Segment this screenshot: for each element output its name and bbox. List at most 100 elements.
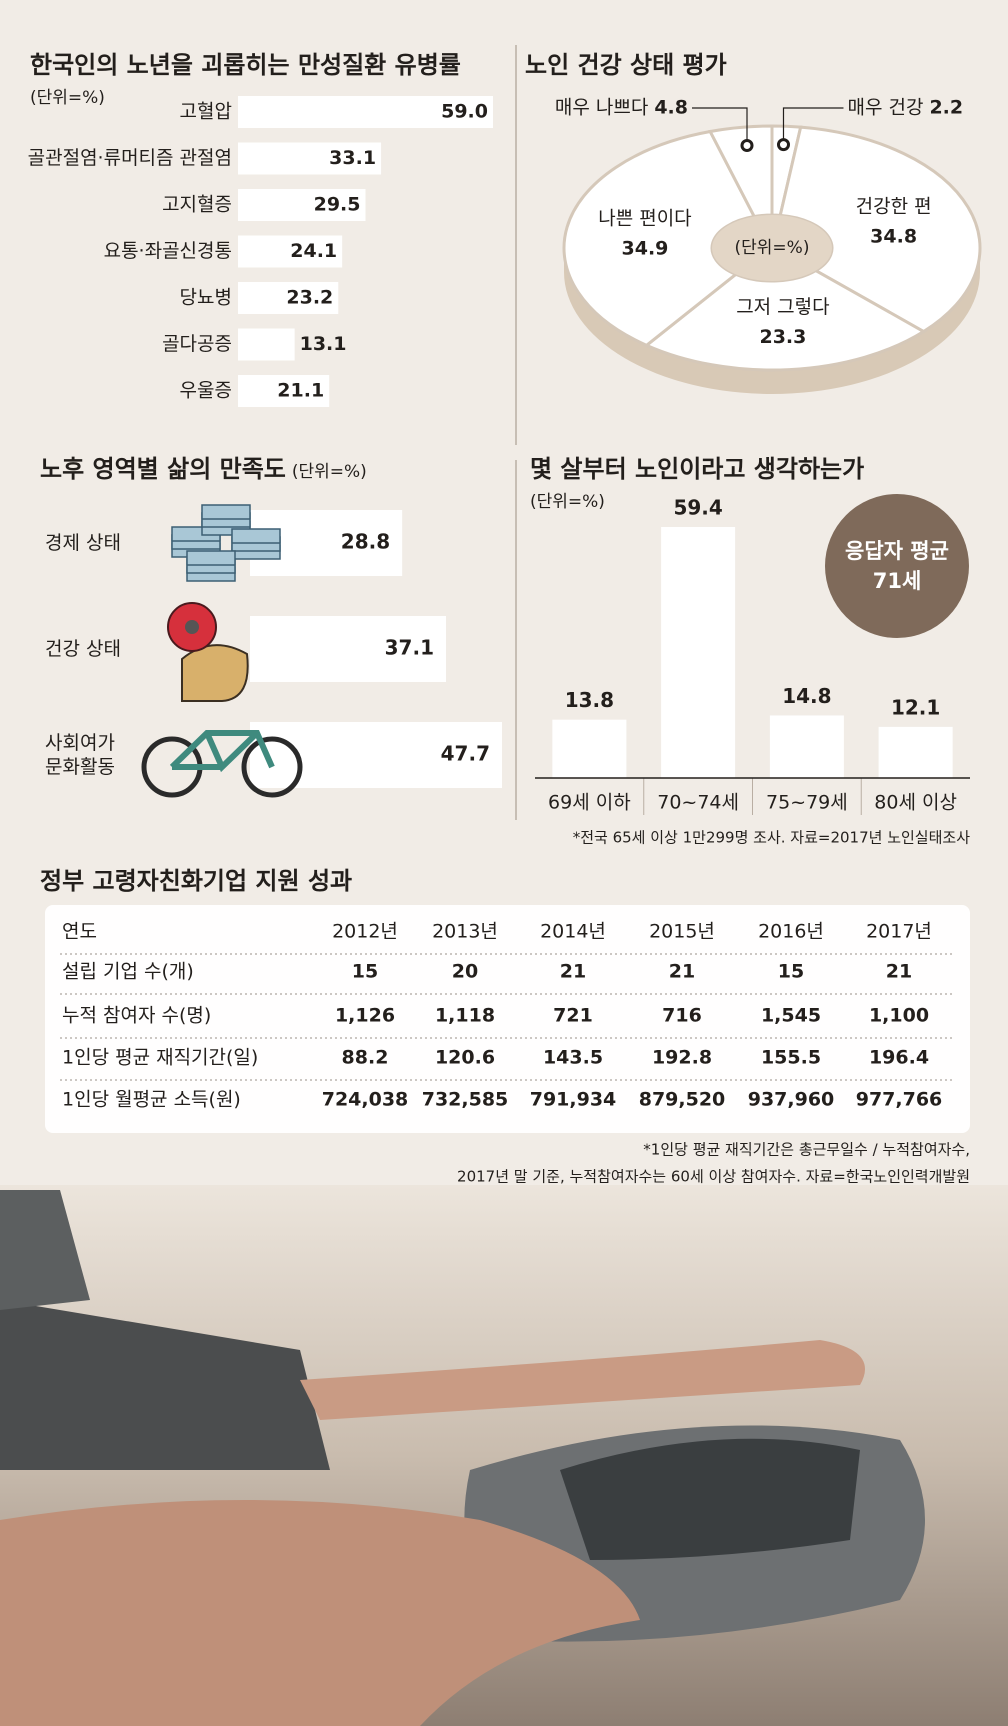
chart-title: 노인 건강 상태 평가: [525, 51, 727, 79]
slice-label: 나쁜 편이다: [598, 207, 691, 229]
value-label: 12.1: [891, 695, 940, 719]
bar: [238, 328, 295, 361]
value-label: 13.1: [300, 333, 347, 355]
table-cell: 누적 참여자 수(명): [62, 1005, 211, 1027]
table-cell: 120.6: [435, 1047, 495, 1069]
category-label: 골다공증: [162, 333, 232, 355]
bar: [769, 715, 844, 778]
table-cell: 1,100: [869, 1005, 929, 1027]
table-cell: 21: [560, 961, 586, 983]
category-label: 고혈압: [180, 101, 232, 123]
leader-dot: [776, 138, 790, 152]
table-note: 2017년 말 기준, 누적참여자수는 60세 이상 참여자수. 자료=한국노인…: [457, 1168, 970, 1186]
value-label: 13.8: [565, 688, 614, 712]
table-cell: 155.5: [761, 1047, 821, 1069]
table-cell: 15: [352, 961, 378, 983]
value-label: 24.1: [290, 240, 337, 262]
table-cell: 1인당 월평균 소득(원): [62, 1089, 241, 1111]
wheel: [241, 736, 303, 798]
leader-dot: [740, 139, 754, 153]
value-label: 14.8: [782, 684, 831, 708]
money: [201, 504, 251, 520]
value-label: 28.8: [341, 530, 390, 554]
table-cell: 1인당 평균 재직기간(일): [62, 1047, 258, 1069]
table-cell: 791,934: [530, 1089, 617, 1111]
unit: (단위=%): [530, 492, 605, 512]
bar: [238, 96, 493, 128]
frame: [169, 730, 275, 773]
source-note: *전국 65세 이상 1만299명 조사. 자료=2017년 노인실태조사: [573, 829, 970, 847]
value-label: 59.0: [441, 101, 488, 123]
table-header: 2012년: [332, 921, 398, 943]
table-cell: 21: [669, 961, 695, 983]
bar: [238, 375, 330, 407]
bar: [238, 235, 343, 268]
value-label: 37.1: [385, 636, 434, 660]
category-label: 고지혈증: [162, 194, 232, 216]
table-title: 정부 고령자친화기업 지원 성과: [40, 867, 352, 895]
bar: [238, 282, 339, 314]
table-header: 2013년: [432, 921, 498, 943]
category-label: 골관절염·류머티즘 관절염: [28, 147, 232, 169]
slice-value: 23.3: [759, 326, 806, 348]
category-label: 우울증: [180, 380, 232, 402]
table-header: 연도: [62, 921, 97, 943]
leader-line: [692, 107, 748, 152]
annotation-circle: [825, 494, 969, 638]
x-tick-label: 75~79세: [766, 792, 848, 814]
table-box: [45, 905, 970, 1133]
disc-center: [185, 620, 199, 634]
slice-value: 34.8: [870, 225, 917, 247]
value-label: 29.5: [314, 194, 361, 216]
table-header: 2015년: [649, 921, 715, 943]
table-header: 2014년: [540, 921, 606, 943]
value-label: 47.7: [441, 742, 490, 766]
table-cell: 1,545: [761, 1005, 821, 1027]
annotation: 71세: [873, 569, 922, 593]
table-header: 2017년: [866, 921, 932, 943]
table-cell: 721: [553, 1005, 593, 1027]
table-cell: 716: [662, 1005, 702, 1027]
table-header: 2016년: [758, 921, 824, 943]
arm: [181, 644, 249, 702]
slice-value: 2.2: [929, 97, 963, 119]
leader-line: [782, 107, 844, 151]
table-cell: 724,038: [322, 1089, 409, 1111]
money: [231, 528, 281, 544]
bar: [238, 142, 382, 175]
x-tick-label: 80세 이상: [874, 792, 957, 814]
table-cell: 88.2: [342, 1047, 389, 1069]
table-cell: 1,118: [435, 1005, 495, 1027]
x-tick-label: 70~74세: [657, 792, 739, 814]
value-label: 23.2: [286, 287, 333, 309]
bar: [552, 719, 627, 778]
table-note: *1인당 평균 재직기간은 총근무일수 / 누적참여자수,: [643, 1141, 970, 1159]
pie-rim: [564, 248, 980, 394]
unit: (단위=%): [735, 238, 810, 258]
table-cell: 설립 기업 수(개): [62, 961, 194, 983]
unit: (단위=%): [292, 462, 367, 482]
category-label: 경제 상태: [45, 532, 121, 554]
chart-title: 몇 살부터 노인이라고 생각하는가: [530, 455, 864, 483]
value-label: 33.1: [329, 147, 376, 169]
category-label: 요통·좌골신경통: [104, 240, 232, 262]
slice-label: 그저 그렇다: [736, 296, 829, 318]
x-tick-label: 69세 이하: [548, 792, 631, 814]
bar: [250, 722, 502, 788]
table-cell: 879,520: [639, 1089, 726, 1111]
money: [186, 550, 236, 566]
table-cell: 1,126: [335, 1005, 395, 1027]
table-cell: 15: [778, 961, 804, 983]
bar: [238, 189, 366, 221]
photo: [0, 1185, 1008, 1726]
bar: [878, 726, 953, 778]
value-label: 21.1: [277, 380, 324, 402]
bar: [250, 616, 446, 682]
slice-label: 건강한 편: [856, 195, 932, 217]
pie-hole: [712, 215, 832, 281]
slice-value: 34.9: [622, 237, 669, 259]
slice-label: 매우 나쁘다: [555, 97, 648, 119]
table-cell: 21: [886, 961, 912, 983]
annotation: 응답자 평균: [845, 539, 949, 563]
